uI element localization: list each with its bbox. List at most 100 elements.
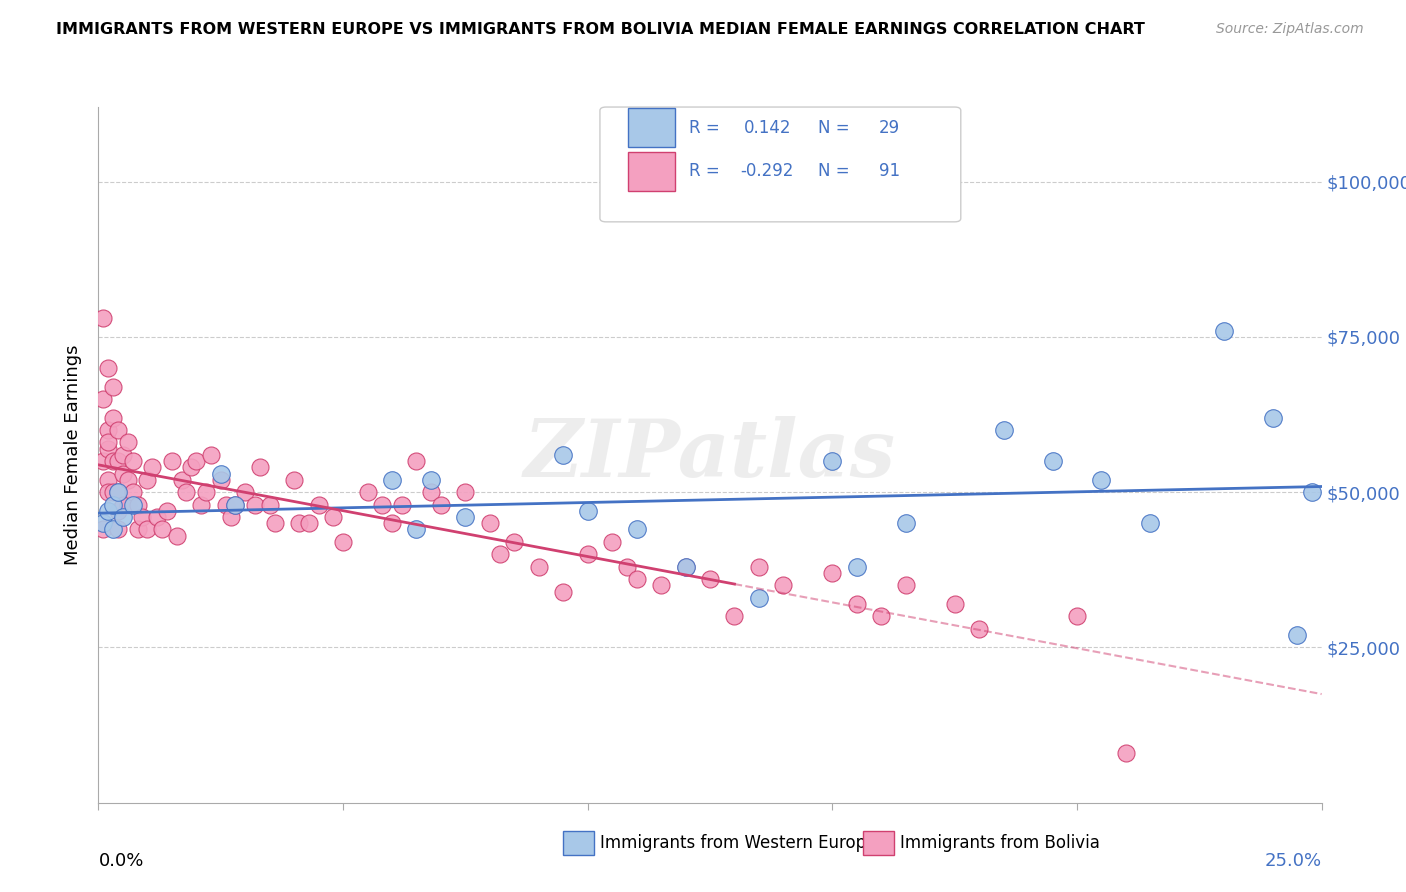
Point (675, 559, 697, 574)
Point (821, 454, 844, 468)
Point (136, 523, 159, 537)
Point (332, 534, 354, 549)
Point (675, 559, 697, 574)
Point (430, 498, 453, 512)
Point (117, 473, 139, 487)
Point (97, 423, 120, 437)
Point (121, 498, 143, 512)
Point (107, 485, 129, 500)
Point (616, 559, 638, 574)
Point (176, 485, 198, 500)
Point (200, 448, 222, 462)
Point (101, 410, 124, 425)
Text: -0.292: -0.292 (741, 162, 794, 180)
Point (1115, 746, 1137, 760)
Point (381, 473, 404, 487)
Point (91, 311, 114, 326)
Point (166, 529, 188, 543)
Point (894, 578, 917, 592)
Text: N =: N = (818, 119, 855, 136)
Text: ZIPatlas: ZIPatlas (524, 417, 896, 493)
Point (600, 534, 623, 549)
Point (91, 516, 114, 531)
Point (576, 547, 599, 561)
Point (943, 597, 966, 611)
Point (156, 504, 179, 518)
Point (107, 504, 129, 518)
Point (107, 454, 129, 468)
Point (150, 523, 173, 537)
Point (1212, 324, 1234, 338)
Point (136, 473, 159, 487)
Point (699, 572, 721, 586)
Point (101, 498, 124, 512)
Point (111, 448, 134, 462)
Text: IMMIGRANTS FROM WESTERN EUROPE VS IMMIGRANTS FROM BOLIVIA MEDIAN FEMALE EARNINGS: IMMIGRANTS FROM WESTERN EUROPE VS IMMIGR… (56, 22, 1144, 37)
Point (391, 498, 413, 512)
Point (121, 454, 143, 468)
Point (420, 485, 443, 500)
Point (1066, 609, 1088, 624)
Point (224, 498, 246, 512)
Point (553, 448, 575, 462)
Point (527, 559, 550, 574)
Point (101, 454, 124, 468)
Point (224, 498, 246, 512)
Text: Source: ZipAtlas.com: Source: ZipAtlas.com (1216, 22, 1364, 37)
FancyBboxPatch shape (600, 107, 960, 222)
FancyBboxPatch shape (863, 830, 894, 855)
Point (160, 454, 183, 468)
Text: 25.0%: 25.0% (1264, 852, 1322, 870)
Point (107, 423, 129, 437)
Point (117, 435, 139, 450)
Point (967, 622, 990, 636)
Point (146, 510, 169, 524)
Point (576, 504, 599, 518)
Point (845, 559, 868, 574)
Point (454, 485, 477, 500)
Point (209, 473, 232, 487)
Point (259, 498, 281, 512)
Point (650, 578, 672, 592)
Point (821, 566, 844, 580)
Point (190, 498, 212, 512)
Point (626, 523, 648, 537)
Point (195, 485, 218, 500)
Point (186, 454, 208, 468)
Point (209, 467, 232, 481)
Point (127, 523, 149, 537)
Point (723, 609, 745, 624)
Text: 29: 29 (879, 119, 900, 136)
Point (101, 523, 124, 537)
Point (141, 460, 163, 475)
Text: 0.0%: 0.0% (98, 852, 143, 870)
Point (454, 510, 477, 524)
Text: R =: R = (689, 119, 725, 136)
Y-axis label: Median Female Earnings: Median Female Earnings (65, 344, 83, 566)
Point (111, 467, 134, 481)
Point (180, 460, 202, 475)
Point (1042, 454, 1064, 468)
Point (111, 510, 134, 524)
FancyBboxPatch shape (628, 153, 675, 191)
Point (170, 473, 193, 487)
Point (553, 584, 575, 599)
Point (97, 442, 120, 456)
Point (748, 591, 770, 605)
Point (488, 547, 510, 561)
Point (97, 504, 120, 518)
Point (97, 485, 120, 500)
Text: N =: N = (818, 162, 855, 180)
Text: R =: R = (689, 162, 725, 180)
Point (97, 473, 120, 487)
FancyBboxPatch shape (564, 830, 593, 855)
Point (111, 498, 134, 512)
Point (626, 572, 648, 586)
Text: 91: 91 (879, 162, 900, 180)
FancyBboxPatch shape (628, 109, 675, 146)
Point (381, 516, 404, 531)
Point (405, 454, 427, 468)
Point (243, 498, 266, 512)
Point (263, 516, 285, 531)
Point (288, 516, 311, 531)
